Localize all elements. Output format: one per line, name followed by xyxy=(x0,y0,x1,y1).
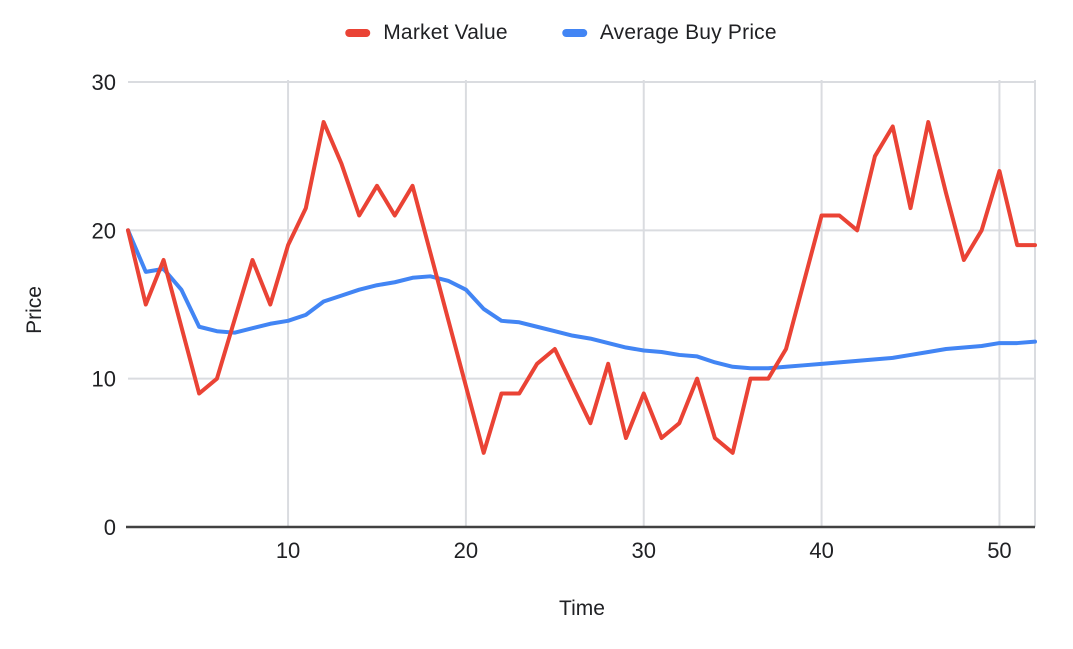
y-tick-label: 20 xyxy=(92,218,116,243)
legend-item-market-value: Market Value xyxy=(345,21,508,45)
x-tick-label: 50 xyxy=(987,538,1011,563)
x-tick-label: 10 xyxy=(276,538,300,563)
average-buy-price-swatch-icon xyxy=(561,29,587,37)
legend-label-market-value: Market Value xyxy=(383,21,508,44)
y-tick-label: 0 xyxy=(104,515,116,540)
x-tick-label: 30 xyxy=(632,538,656,563)
x-axis-title: Time xyxy=(559,597,605,620)
legend-label-average-buy-price: Average Buy Price xyxy=(599,21,777,44)
average-buy-price-line xyxy=(126,228,1037,371)
legend-item-average-buy-price: Average Buy Price xyxy=(561,21,777,45)
y-tick-label: 30 xyxy=(92,70,116,95)
market-value-line xyxy=(126,120,1037,455)
chart-legend: Market Value Average Buy Price xyxy=(345,21,777,45)
x-tick-label: 40 xyxy=(809,538,833,563)
y-tick-label: 10 xyxy=(92,367,116,392)
x-tick-label: 20 xyxy=(454,538,478,563)
market-value-swatch-icon xyxy=(345,29,371,37)
